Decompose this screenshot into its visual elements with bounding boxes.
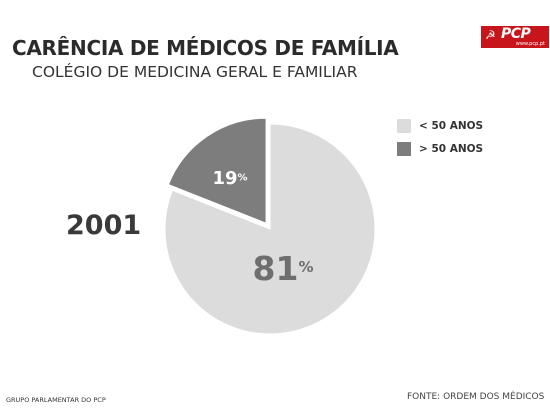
chart-subtitle: COLÉGIO DE MEDICINA GERAL E FAMILIAR: [32, 63, 358, 81]
pie-slice-0: [164, 123, 376, 335]
footer-left: GRUPO PARLAMENTAR DO PCP: [6, 396, 106, 404]
year-label: 2001: [66, 210, 142, 241]
hammer-sickle-icon: ☭: [485, 28, 496, 42]
chart-title: CARÊNCIA DE MÉDICOS DE FAMÍLIA: [12, 36, 399, 60]
pcp-logo: ☭ PCP www.pcp.pt: [481, 26, 549, 48]
legend-swatch-under-50: [397, 119, 411, 133]
logo-text: PCP: [501, 26, 531, 42]
chart-legend: < 50 ANOS > 50 ANOS: [397, 118, 483, 164]
legend-swatch-over-50: [397, 142, 411, 156]
legend-label-over-50: > 50 ANOS: [419, 143, 484, 155]
legend-label-under-50: < 50 ANOS: [419, 120, 484, 132]
legend-item-over-50: > 50 ANOS: [397, 141, 483, 157]
legend-item-under-50: < 50 ANOS: [397, 118, 483, 134]
slice-label-1: 19%: [212, 168, 247, 189]
footer-source: FONTE: ORDEM DOS MÉDICOS: [407, 392, 545, 402]
logo-url: www.pcp.pt: [515, 41, 545, 47]
slice-label-0: 81%: [253, 249, 314, 288]
pie-slice-1: [167, 117, 267, 224]
